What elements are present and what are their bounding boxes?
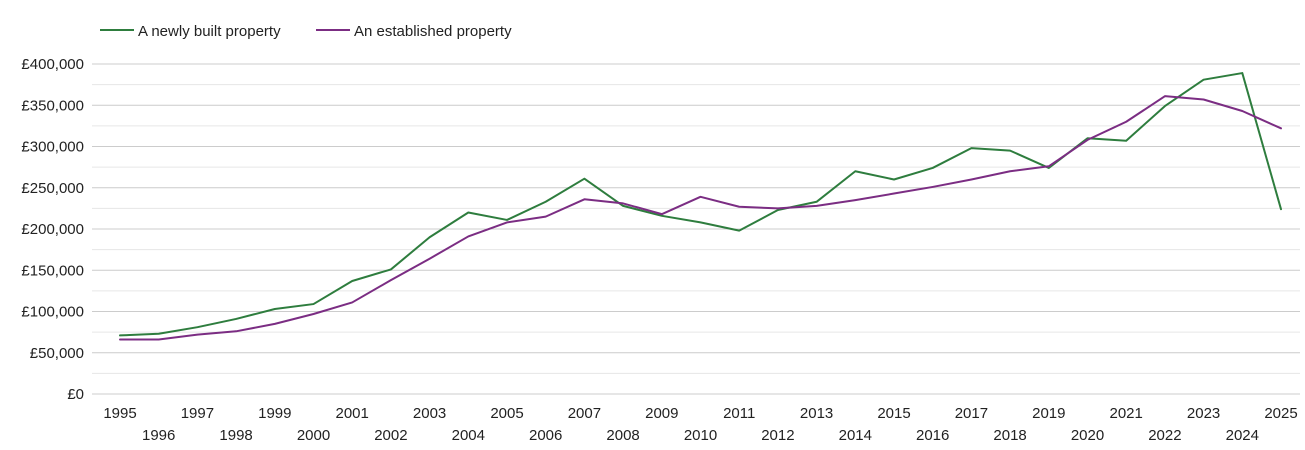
series-lines	[119, 72, 1282, 341]
x-tick-label: 2019	[1032, 405, 1065, 422]
series-line-new-build[interactable]	[119, 72, 1282, 337]
series-line-established[interactable]	[119, 95, 1282, 341]
x-tick-label: 2011	[723, 405, 755, 422]
y-tick-label: £0	[67, 386, 84, 403]
x-tick-label: 1995	[103, 405, 136, 422]
x-tick-label: 1999	[258, 405, 291, 422]
legend-label-established: An established property	[354, 23, 512, 40]
x-tick-label: 2010	[684, 427, 717, 444]
y-tick-label: £350,000	[21, 97, 84, 114]
y-tick-label: £50,000	[30, 345, 84, 362]
y-tick-label: £400,000	[21, 56, 84, 73]
x-tick-label: 2012	[761, 427, 794, 444]
x-tick-label: 2016	[916, 427, 949, 444]
gridlines	[92, 63, 1300, 395]
x-tick-label: 2023	[1187, 405, 1220, 422]
y-tick-label: £250,000	[21, 180, 84, 197]
legend-label-new-build: A newly built property	[138, 23, 281, 40]
x-tick-label: 2013	[800, 405, 833, 422]
y-tick-label: £150,000	[21, 262, 84, 279]
x-tick-label: 2014	[839, 427, 872, 444]
x-tick-label: 1996	[142, 427, 175, 444]
x-tick-label: 2005	[490, 405, 523, 422]
x-tick-label: 2000	[297, 427, 330, 444]
x-tick-label: 2024	[1226, 427, 1259, 444]
x-tick-label: 2001	[336, 405, 369, 422]
x-tick-label: 2008	[606, 427, 639, 444]
x-tick-label: 2009	[645, 405, 678, 422]
y-tick-label: £200,000	[21, 221, 84, 238]
x-tick-label: 2021	[1110, 405, 1143, 422]
x-tick-label: 2015	[877, 405, 910, 422]
y-tick-label: £100,000	[21, 304, 84, 321]
x-tick-label: 1997	[181, 405, 214, 422]
x-axis: 1995 1996 1997 1998 1999 2000 2001 2002 2003 2004…	[103, 405, 1297, 444]
x-tick-label: 2020	[1071, 427, 1104, 444]
x-tick-label: 1998	[219, 427, 252, 444]
x-tick-label: 2017	[955, 405, 988, 422]
legend-item-new-build[interactable]: A newly built property	[100, 23, 281, 40]
x-tick-label: 2022	[1148, 427, 1181, 444]
x-tick-label: 2018	[993, 427, 1026, 444]
x-tick-label: 2025	[1264, 405, 1297, 422]
y-tick-label: £300,000	[21, 139, 84, 156]
y-axis: £0 £50,000 £100,000 £150,000 £200,000 £250,00…	[21, 56, 84, 403]
x-tick-label: 2003	[413, 405, 446, 422]
x-tick-label: 2007	[568, 405, 601, 422]
x-tick-label: 2004	[452, 427, 485, 444]
x-tick-label: 2002	[374, 427, 407, 444]
legend: A newly built property An established pr…	[100, 23, 512, 40]
x-tick-label: 2006	[529, 427, 562, 444]
legend-item-established[interactable]: An established property	[316, 23, 512, 40]
